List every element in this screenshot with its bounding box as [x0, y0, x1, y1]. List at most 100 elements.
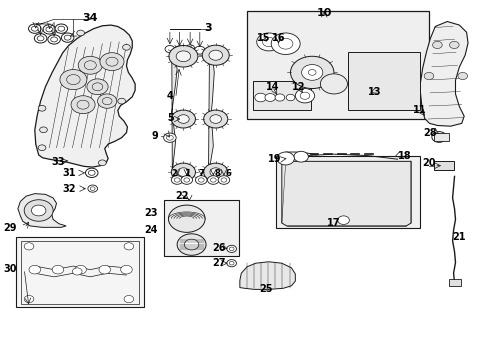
Circle shape	[77, 30, 84, 36]
Bar	[448, 279, 460, 286]
Text: 29: 29	[3, 223, 17, 233]
Text: 14: 14	[265, 82, 279, 93]
Circle shape	[118, 98, 125, 104]
Circle shape	[171, 110, 195, 128]
Text: 15: 15	[257, 33, 270, 43]
Circle shape	[209, 168, 221, 176]
Circle shape	[256, 33, 280, 51]
Circle shape	[337, 216, 348, 225]
Circle shape	[28, 24, 41, 33]
Circle shape	[98, 160, 106, 166]
Circle shape	[195, 176, 206, 184]
Bar	[433, 134, 448, 140]
Circle shape	[88, 185, 97, 192]
Text: 21: 21	[452, 232, 465, 242]
Circle shape	[285, 94, 294, 101]
Text: 24: 24	[144, 225, 158, 235]
Text: 10: 10	[316, 8, 331, 18]
Text: 12: 12	[292, 82, 305, 93]
Circle shape	[226, 260, 236, 267]
Text: 19: 19	[268, 154, 281, 164]
Text: 26: 26	[211, 243, 225, 253]
Circle shape	[38, 145, 46, 150]
Polygon shape	[35, 25, 135, 167]
Bar	[17, 237, 144, 307]
Text: 32: 32	[62, 184, 76, 194]
Bar	[347, 52, 419, 110]
Text: 1: 1	[183, 169, 189, 178]
Circle shape	[31, 205, 46, 216]
Text: 16: 16	[271, 33, 285, 43]
Circle shape	[87, 79, 108, 95]
Text: 11: 11	[412, 105, 426, 115]
Circle shape	[165, 45, 174, 53]
Circle shape	[276, 152, 294, 165]
Circle shape	[100, 53, 124, 71]
Text: 5: 5	[167, 113, 173, 123]
Text: 23: 23	[144, 208, 158, 218]
Circle shape	[163, 133, 176, 142]
Polygon shape	[239, 262, 295, 289]
Circle shape	[29, 265, 41, 274]
Text: 34: 34	[82, 13, 98, 23]
Circle shape	[173, 46, 185, 54]
Circle shape	[61, 33, 74, 42]
Bar	[433, 161, 453, 170]
Circle shape	[177, 115, 189, 123]
Circle shape	[71, 96, 95, 114]
Text: 7: 7	[198, 169, 203, 178]
Text: 3: 3	[204, 23, 212, 33]
Polygon shape	[18, 194, 66, 227]
Circle shape	[124, 243, 133, 250]
Bar	[21, 241, 139, 304]
Text: 33: 33	[51, 157, 64, 167]
Circle shape	[431, 132, 446, 142]
Circle shape	[290, 56, 333, 89]
Circle shape	[423, 72, 433, 80]
Polygon shape	[208, 55, 214, 174]
Circle shape	[24, 243, 34, 250]
Text: 6: 6	[225, 169, 231, 178]
Circle shape	[448, 41, 458, 49]
Circle shape	[209, 115, 221, 123]
Circle shape	[124, 296, 133, 303]
Circle shape	[99, 265, 110, 274]
Text: 25: 25	[259, 284, 273, 294]
Circle shape	[34, 34, 47, 43]
Circle shape	[207, 176, 219, 184]
Circle shape	[203, 163, 227, 181]
Text: 28: 28	[423, 128, 436, 138]
Circle shape	[202, 45, 229, 65]
Circle shape	[432, 41, 441, 49]
Circle shape	[171, 163, 195, 181]
Circle shape	[177, 168, 189, 176]
Bar	[164, 201, 239, 256]
Circle shape	[24, 200, 53, 221]
Circle shape	[254, 93, 266, 102]
Text: 27: 27	[211, 258, 225, 268]
Circle shape	[218, 176, 229, 184]
Text: 18: 18	[397, 150, 410, 161]
Circle shape	[194, 46, 204, 54]
Circle shape	[75, 265, 86, 274]
Circle shape	[121, 265, 132, 274]
Polygon shape	[171, 56, 177, 173]
Circle shape	[264, 94, 275, 102]
Circle shape	[295, 89, 314, 103]
Circle shape	[43, 25, 56, 34]
Text: 2: 2	[171, 169, 177, 178]
Circle shape	[78, 56, 102, 74]
Circle shape	[38, 105, 46, 111]
Circle shape	[301, 64, 322, 80]
Polygon shape	[281, 161, 410, 226]
Circle shape	[457, 72, 467, 80]
Circle shape	[176, 51, 190, 62]
Circle shape	[52, 265, 63, 274]
Circle shape	[226, 245, 236, 252]
Circle shape	[203, 110, 227, 128]
Circle shape	[97, 94, 117, 108]
Circle shape	[168, 45, 198, 67]
Circle shape	[122, 44, 130, 50]
Circle shape	[24, 296, 34, 303]
Circle shape	[184, 239, 199, 250]
